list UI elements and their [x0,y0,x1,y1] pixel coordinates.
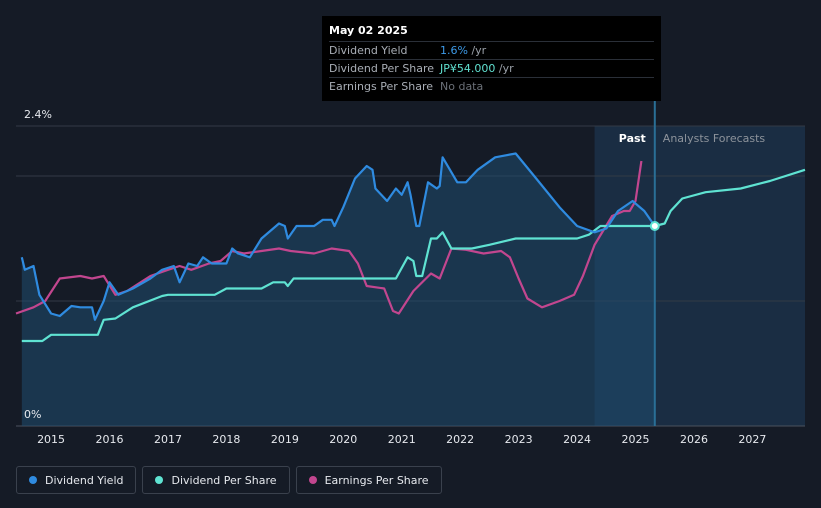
x-axis-ticks: 2015 2016 2017 2018 2019 2020 2021 2022 2023 2024… [37,433,766,446]
legend-dot [308,476,317,484]
tooltip-date: May 02 2025 [329,24,408,37]
x-tick-label: 2025 [622,433,650,446]
x-tick-label: 2022 [446,433,474,446]
past-label: Past [619,132,646,145]
x-tick-label: 2017 [154,433,182,446]
x-tick-label: 2026 [680,433,708,446]
x-tick-label: 2015 [37,433,65,446]
forecast-label: Analysts Forecasts [663,132,766,145]
x-tick-label: 2019 [271,433,299,446]
legend-dividend-per-share[interactable]: Dividend Per Share [142,466,290,494]
tooltip-value: JP¥54.000 [440,62,496,75]
tooltip-label: Dividend Per Share [329,62,435,75]
x-tick-label: 2024 [563,433,591,446]
tooltip-row-yield: Dividend Yield 1.6% /yr [329,41,654,59]
tooltip-value: 1.6% [440,44,468,57]
y-tick-label-bottom: 0% [24,408,41,421]
legend-dot [29,476,37,484]
tooltip-unit: /yr [471,44,487,57]
x-tick-label: 2020 [329,433,357,446]
x-tick-label: 2027 [738,433,766,446]
current-marker [649,221,660,231]
legend: Dividend Yield Dividend Per Share Earnin… [16,466,442,494]
tooltip-label: Earnings Per Share [329,80,434,93]
x-tick-label: 2016 [96,433,124,446]
tooltip-row-eps: Earnings Per Share No data [329,77,654,95]
legend-label: Earnings Per Share [324,473,429,487]
tooltip: May 02 2025 Dividend Yield 1.6% /yr Divi… [322,16,661,101]
x-tick-label: 2021 [388,433,416,446]
tooltip-unit: /yr [498,62,514,75]
earnings-per-share-line [20,152,656,321]
legend-label: Dividend Per Share [171,473,277,487]
tooltip-row-dps: Dividend Per Share JP¥54.000 /yr [329,59,654,77]
x-tick-label: 2018 [212,433,240,446]
legend-dot [155,476,164,484]
legend-dividend-yield[interactable]: Dividend Yield [16,466,137,494]
x-tick-label: 2023 [505,433,533,446]
tooltip-value: No data [440,80,484,93]
tooltip-label: Dividend Yield [329,44,408,57]
legend-earnings-per-share[interactable]: Earnings Per Share [295,466,442,494]
y-tick-label-top: 2.4% [24,108,52,121]
dividend-yield-area [21,153,655,426]
legend-label: Dividend Yield [45,473,124,487]
